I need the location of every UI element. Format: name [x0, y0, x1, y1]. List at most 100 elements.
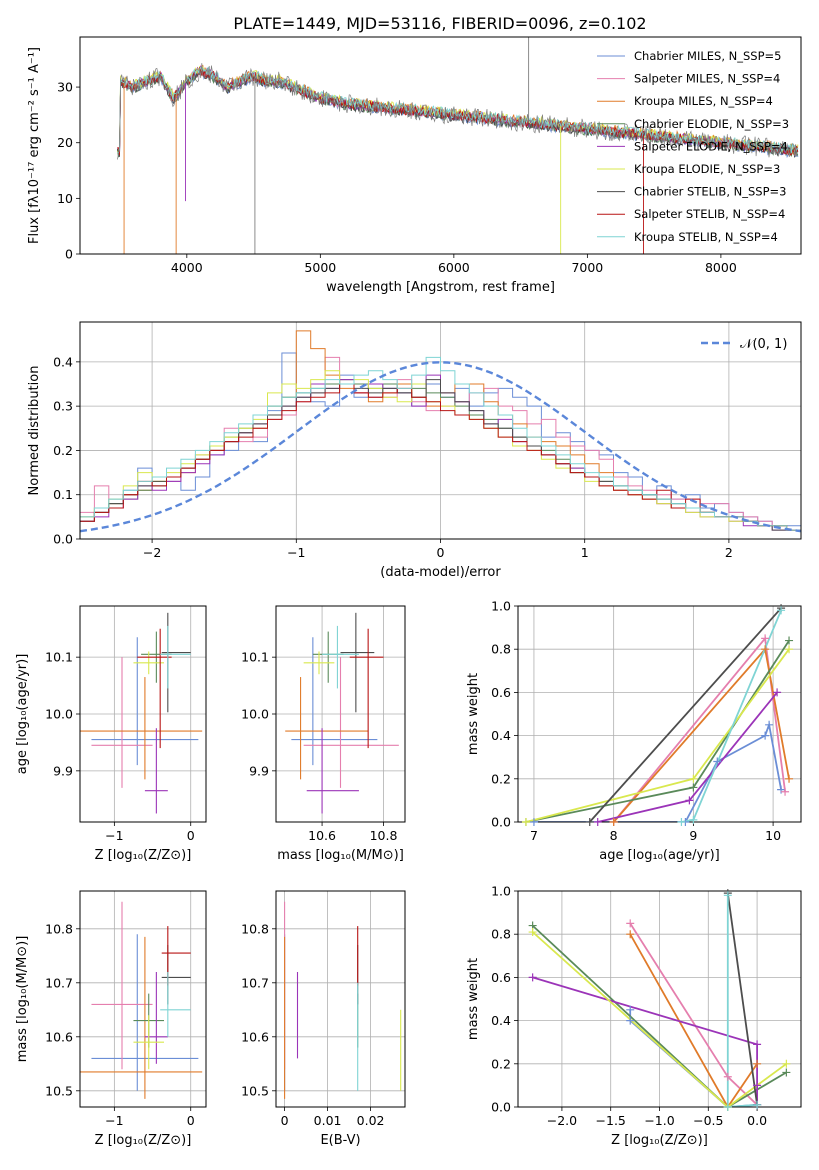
y-tick-label: 30 [57, 80, 73, 95]
weight-marker [765, 720, 774, 729]
x-tick-label: 0.0 [747, 1113, 767, 1128]
spectrum-data-line [117, 63, 798, 160]
grid [80, 891, 206, 1107]
spectrum-model-line [116, 69, 799, 158]
weight-marker [753, 1040, 762, 1049]
x-tick-label: 1 [581, 545, 589, 560]
panel-age_vs_Z: −1 0 9.9 10.0 10.1 Z [log₁₀(Z/Z⊙)] age [log₁₀(… [15, 605, 207, 863]
weight-marker [782, 1068, 791, 1077]
y-tick-label: 10.1 [45, 650, 73, 665]
x-tick-label: 0 [187, 828, 195, 843]
legend-label: Chabrier STELIB, N_SSP=3 [634, 185, 786, 199]
y-tick-label: 0.8 [491, 927, 511, 942]
panel-mass_vs_ebv: 0 0.01 0.02 10.5 10.6 10.7 10.8 E(B-V) [241, 890, 406, 1148]
x-axis-label: age [log₁₀(age/yr)] [599, 848, 720, 863]
x-tick-label: −1 [287, 545, 305, 560]
y-tick-label: 10.7 [241, 975, 269, 990]
y-tick-label: 0.8 [491, 642, 511, 657]
y-tick-label: 0.0 [53, 532, 73, 547]
y-axis-label: mass [log₁₀(M/M⊙)] [15, 936, 30, 1063]
axes-frame [517, 605, 802, 823]
histogram-step [80, 356, 801, 539]
weight-line [589, 607, 782, 822]
y-tick-label: 10.7 [45, 975, 73, 990]
x-tick-label: 5000 [304, 260, 336, 275]
weight-marker [626, 1016, 635, 1025]
spectrum-model-line [117, 66, 799, 154]
spectrum-legend: Chabrier MILES, N_SSP=5 Salpeter MILES, N… [597, 49, 789, 244]
axes-frame [275, 890, 406, 1108]
x-tick-label: −1 [105, 828, 123, 843]
axes-frame [79, 36, 802, 255]
panel-residuals: −2 −1 0 1 2 0.0 0.1 0.2 0.3 0.4 (data-model)/error… [27, 321, 802, 580]
panel-mass_vs_Z: −1 0 10.5 10.6 10.7 10.8 Z [log₁₀(Z/Z⊙)] mass [… [15, 890, 207, 1148]
axes-frame [79, 890, 207, 1108]
weight-marker [521, 818, 530, 826]
y-tick-label: 0.6 [491, 970, 511, 985]
y-axis-label: Normed distribution [27, 366, 42, 496]
legend-label: Salpeter ELODIE, N_SSP=4 [634, 139, 788, 153]
weight-marker [609, 818, 618, 826]
weight-marker [753, 1100, 762, 1109]
weight-line [531, 924, 787, 1107]
weight-marker [585, 818, 594, 826]
x-tick-label: 8 [610, 828, 618, 843]
panel-spectrum: 4000 5000 6000 7000 8000 0 10 20 30 wavelength [A… [27, 36, 802, 295]
x-tick-label: 0.02 [357, 1113, 385, 1128]
y-tick-label: 10.5 [241, 1083, 269, 1098]
x-axis-label: E(B-V) [320, 1133, 360, 1148]
x-tick-label: −2 [143, 545, 161, 560]
x-axis-label: (data-model)/error [380, 565, 501, 580]
y-tick-label: 20 [57, 135, 73, 150]
y-tick-label: 10.1 [241, 650, 269, 665]
legend-label: Kroupa MILES, N_SSP=4 [634, 94, 773, 108]
y-axis-label: mass weight [466, 958, 481, 1040]
y-tick-label: 0.2 [53, 443, 73, 458]
plot-area [80, 901, 203, 1099]
y-tick-label: 0.2 [491, 771, 511, 786]
x-tick-label: 0 [281, 1113, 289, 1128]
weight-marker [777, 606, 786, 615]
legend-label: 𝒩(0, 1) [740, 337, 787, 352]
weight-marker [689, 815, 698, 824]
y-tick-label: 10.0 [241, 707, 269, 722]
weight-marker [723, 1072, 732, 1081]
y-tick-label: 0.4 [491, 1013, 511, 1028]
weight-marker [713, 757, 722, 766]
x-tick-label: 9 [689, 828, 697, 843]
x-tick-label: 0.01 [314, 1113, 342, 1128]
x-tick-label: 10 [765, 828, 781, 843]
panel-weight_vs_Z: −2.0 −1.5 −1.0 −0.5 0.0 0.0 0.2 0.4 0.6 0.8 1.0 Z [… [466, 884, 802, 1148]
weight-marker [685, 796, 694, 805]
figure-title: PLATE=1449, MJD=53116, FIBERID=0096, z=0… [233, 14, 646, 33]
weight-marker [753, 1081, 762, 1090]
weight-marker [785, 636, 794, 645]
x-tick-label: 8000 [705, 260, 737, 275]
legend-label: Kroupa STELIB, N_SSP=4 [634, 230, 778, 244]
grid [80, 606, 206, 822]
weight-marker [723, 891, 732, 900]
weight-marker [782, 1059, 791, 1068]
y-tick-label: 9.9 [53, 763, 73, 778]
weight-marker [761, 645, 770, 654]
x-axis-label: Z [log₁₀(Z/Z⊙)] [611, 1133, 708, 1148]
x-axis-label: wavelength [Angstrom, rest frame] [326, 280, 555, 295]
grid [276, 891, 405, 1107]
weight-marker [626, 1005, 635, 1014]
y-tick-label: 0.4 [491, 728, 511, 743]
plot-area [80, 330, 801, 539]
y-tick-label: 10.8 [241, 921, 269, 936]
y-axis-label: age [log₁₀(age/yr)] [15, 654, 30, 775]
y-tick-label: 1.0 [491, 884, 511, 899]
histogram-step [80, 383, 801, 539]
weight-marker [593, 818, 602, 826]
weight-marker [753, 1059, 762, 1068]
y-tick-label: 9.9 [249, 763, 269, 778]
weight-marker [785, 774, 794, 783]
weight-marker [723, 1103, 732, 1111]
y-tick-label: 0.6 [491, 685, 511, 700]
weight-marker [689, 783, 698, 792]
panel-weight_vs_age: 7 8 9 10 0.0 0.2 0.4 0.6 0.8 1.0 age [log₁₀(age/yr… [466, 599, 802, 863]
y-tick-label: 1.0 [491, 599, 511, 614]
legend-label: Chabrier MILES, N_SSP=5 [634, 49, 781, 63]
